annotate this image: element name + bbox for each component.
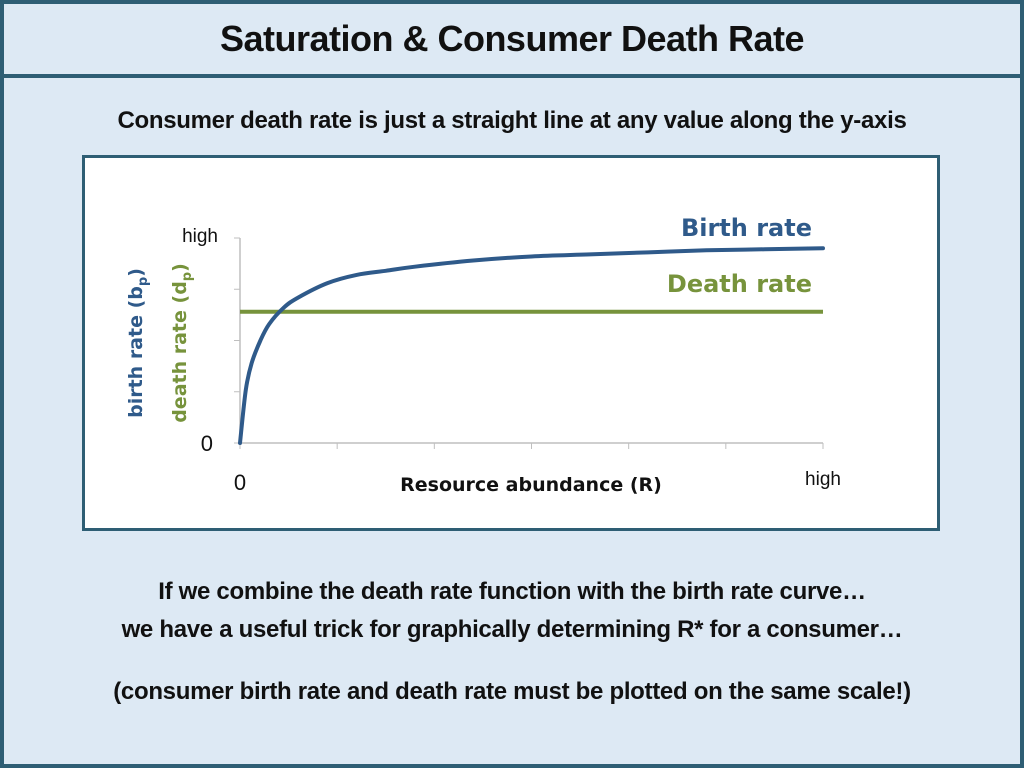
line-chart: high 00 high Resource abundance (R) birth ra… xyxy=(125,214,841,496)
birth-rate-label: Birth rate xyxy=(681,214,812,242)
slide-subtitle: Consumer death rate is just a straight l… xyxy=(117,107,907,134)
slide-title: Saturation & Consumer Death Rate xyxy=(219,18,805,59)
explanation-line-2: we have a useful trick for graphically d… xyxy=(121,616,903,643)
y-axis-label-birth: birth rate (bp) xyxy=(125,268,151,418)
chart-panel: high 0 0 high Resource abundance (R) birth ra… xyxy=(82,155,940,531)
y-tick-label-zero: 0 xyxy=(201,431,213,456)
explanation-line-1: If we combine the death rate function wi… xyxy=(158,578,866,605)
x-tick-label-high: high xyxy=(805,469,841,490)
y-tick-label-high: high xyxy=(182,226,218,247)
x-axis-label: Resource abundance (R) xyxy=(400,474,662,496)
birth-rate-curve xyxy=(238,246,825,445)
x-tick-label-zero: 0 xyxy=(234,470,246,495)
y-axis-label-death: death rate (dp) xyxy=(169,263,195,423)
death-rate-label: Death rate xyxy=(667,270,812,298)
explanation-line-3: (consumer birth rate and death rate must… xyxy=(113,678,911,705)
title-bar: Saturation & Consumer Death Rate xyxy=(4,4,1020,78)
